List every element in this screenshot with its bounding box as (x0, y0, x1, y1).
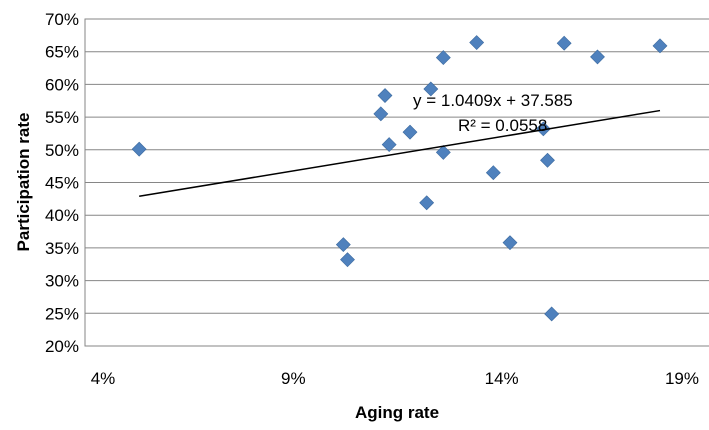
data-point (544, 306, 560, 322)
data-point (485, 165, 501, 181)
data-point (435, 50, 451, 66)
y-tick-label: 55% (45, 108, 79, 127)
y-tick-label: 70% (45, 10, 79, 29)
data-point (373, 106, 389, 122)
data-point (590, 49, 605, 65)
data-point (502, 235, 518, 251)
gridlines (85, 51, 709, 314)
y-tick-label: 20% (45, 337, 79, 356)
data-point (652, 38, 668, 54)
x-tick-label: 19% (665, 369, 699, 388)
y-tick-label: 50% (45, 141, 79, 160)
data-point (340, 252, 355, 268)
data-point (435, 144, 451, 160)
data-point (469, 35, 485, 50)
y-tick-label: 65% (45, 43, 79, 62)
y-tick-label: 60% (45, 75, 79, 94)
x-tick-label: 4% (91, 369, 116, 388)
x-tick-labels: 4% 9% 14% 19% (91, 369, 699, 388)
y-tick-label: 45% (45, 174, 79, 193)
data-point (419, 195, 435, 211)
x-axis-title: Aging rate (355, 403, 439, 422)
y-tick-label: 40% (45, 206, 79, 225)
y-tick-labels: 20% 25% 30% 35% 40% 45% 50% 55% 60% 65% 70% (45, 10, 79, 356)
data-points (131, 35, 668, 322)
trendline-equation: y = 1.0409x + 37.585 (413, 91, 573, 110)
data-point (131, 141, 147, 157)
trendline (139, 109, 661, 197)
x-tick-label: 14% (485, 369, 519, 388)
data-point (335, 237, 351, 253)
data-point (556, 35, 572, 51)
plot-area-border (84, 18, 709, 347)
data-point (402, 124, 418, 140)
data-point (540, 152, 555, 168)
r-squared-label: R² = 0.0558 (458, 116, 547, 135)
x-tick-label: 9% (281, 369, 306, 388)
y-tick-label: 35% (45, 239, 79, 258)
y-axis-title: Participation rate (14, 113, 33, 252)
data-point (535, 121, 551, 137)
y-tick-label: 25% (45, 304, 79, 323)
y-tick-label: 30% (45, 272, 79, 291)
data-point (381, 137, 397, 152)
data-point (423, 81, 439, 97)
data-point (377, 88, 393, 103)
